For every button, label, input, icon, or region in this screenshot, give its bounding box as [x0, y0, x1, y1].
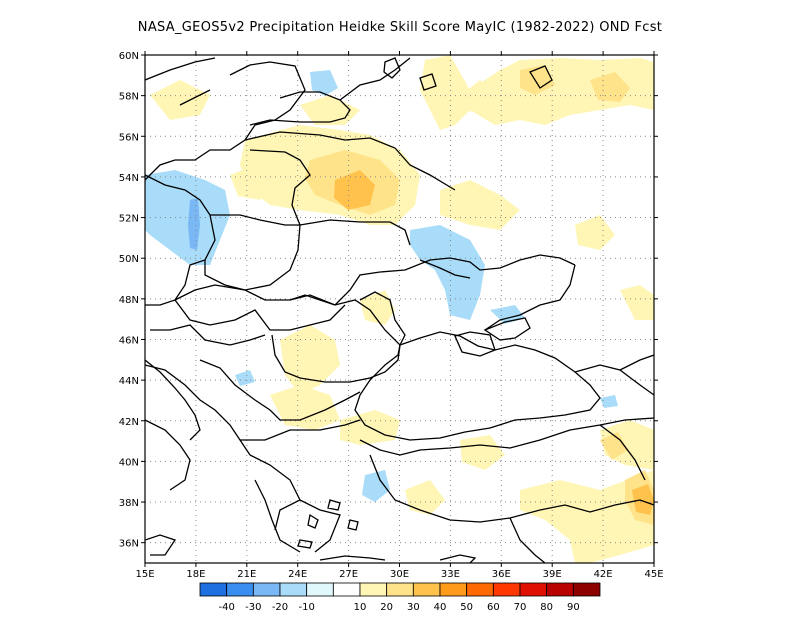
- lat-label: 52N: [119, 214, 139, 225]
- colorbar-swatch: [226, 582, 254, 597]
- lat-label: 46N: [119, 335, 139, 346]
- colorbar-label: 10: [354, 602, 367, 613]
- lat-label: 58N: [119, 92, 139, 103]
- lat-label: 36N: [119, 539, 139, 550]
- lon-label: 42E: [594, 569, 613, 580]
- colorbar-swatch: [466, 582, 494, 597]
- lon-label: 45E: [644, 569, 663, 580]
- colorbar-label: 90: [567, 602, 580, 613]
- lon-label: 39E: [543, 569, 562, 580]
- lon-label: 15E: [135, 569, 154, 580]
- colorbar-swatch: [546, 582, 574, 597]
- colorbar-label: 20: [380, 602, 393, 613]
- colorbar-swatch: [412, 582, 441, 597]
- boundaries: [145, 57, 654, 563]
- lon-label: 33E: [441, 569, 460, 580]
- lat-label: 44N: [119, 376, 139, 387]
- axis-ticks: [141, 51, 658, 567]
- colorbar-label: 70: [514, 602, 527, 613]
- lat-label: 42N: [119, 417, 139, 428]
- colorbar-label: -10: [298, 602, 314, 613]
- skill-field: [145, 55, 654, 563]
- colorbar-label: 30: [407, 602, 420, 613]
- colorbar-swatch: [332, 582, 361, 597]
- colorbar: [199, 582, 601, 597]
- lon-label: 27E: [339, 569, 358, 580]
- latitude-labels: 60N 58N 56N 54N 52N 50N 48N 46N 44N 42N 40N 38N 36N: [119, 51, 139, 550]
- colorbar-label: -30: [245, 602, 261, 613]
- colorbar-swatch: [199, 582, 228, 597]
- lon-label: 30E: [390, 569, 409, 580]
- colorbar-labels: -40 -30 -20 -10 10 20 30 40 50 60 70 80 90: [218, 602, 579, 613]
- lon-label: 18E: [186, 569, 205, 580]
- colorbar-label: 50: [460, 602, 473, 613]
- colorbar-swatch: [492, 582, 521, 597]
- colorbar-swatch: [572, 582, 601, 597]
- lon-label: 24E: [288, 569, 307, 580]
- map-panel: [145, 55, 654, 563]
- colorbar-swatch: [439, 582, 468, 597]
- lon-label: 21E: [237, 569, 256, 580]
- lat-label: 56N: [119, 132, 139, 143]
- colorbar-label: -20: [272, 602, 288, 613]
- colorbar-swatch: [386, 582, 414, 597]
- lat-label: 50N: [119, 254, 139, 265]
- lat-label: 48N: [119, 295, 139, 306]
- skill-neg20-neg30-regions: [188, 198, 200, 250]
- colorbar-swatch: [306, 582, 334, 597]
- lat-label: 54N: [119, 173, 139, 184]
- colorbar-swatch: [252, 582, 281, 597]
- lat-label: 40N: [119, 457, 139, 468]
- skill-30-40-regions: [334, 170, 654, 515]
- colorbar-label: -40: [218, 602, 234, 613]
- colorbar-swatch: [519, 582, 548, 597]
- colorbar-label: 40: [434, 602, 447, 613]
- colorbar-swatch: [279, 582, 308, 597]
- colorbar-label: 80: [540, 602, 553, 613]
- lon-label: 36E: [492, 569, 511, 580]
- colorbar-swatch: [359, 582, 388, 597]
- plot-title: NASA_GEOS5v2 Precipitation Heidke Skill …: [137, 20, 663, 35]
- lat-label: 38N: [119, 498, 139, 509]
- longitude-labels: 15E 18E 21E 24E 27E 30E 33E 36E 39E 42E 45E: [135, 569, 663, 580]
- colorbar-label: 60: [487, 602, 500, 613]
- lat-label: 60N: [119, 51, 139, 62]
- skill-neg10-neg20-regions: [145, 70, 618, 502]
